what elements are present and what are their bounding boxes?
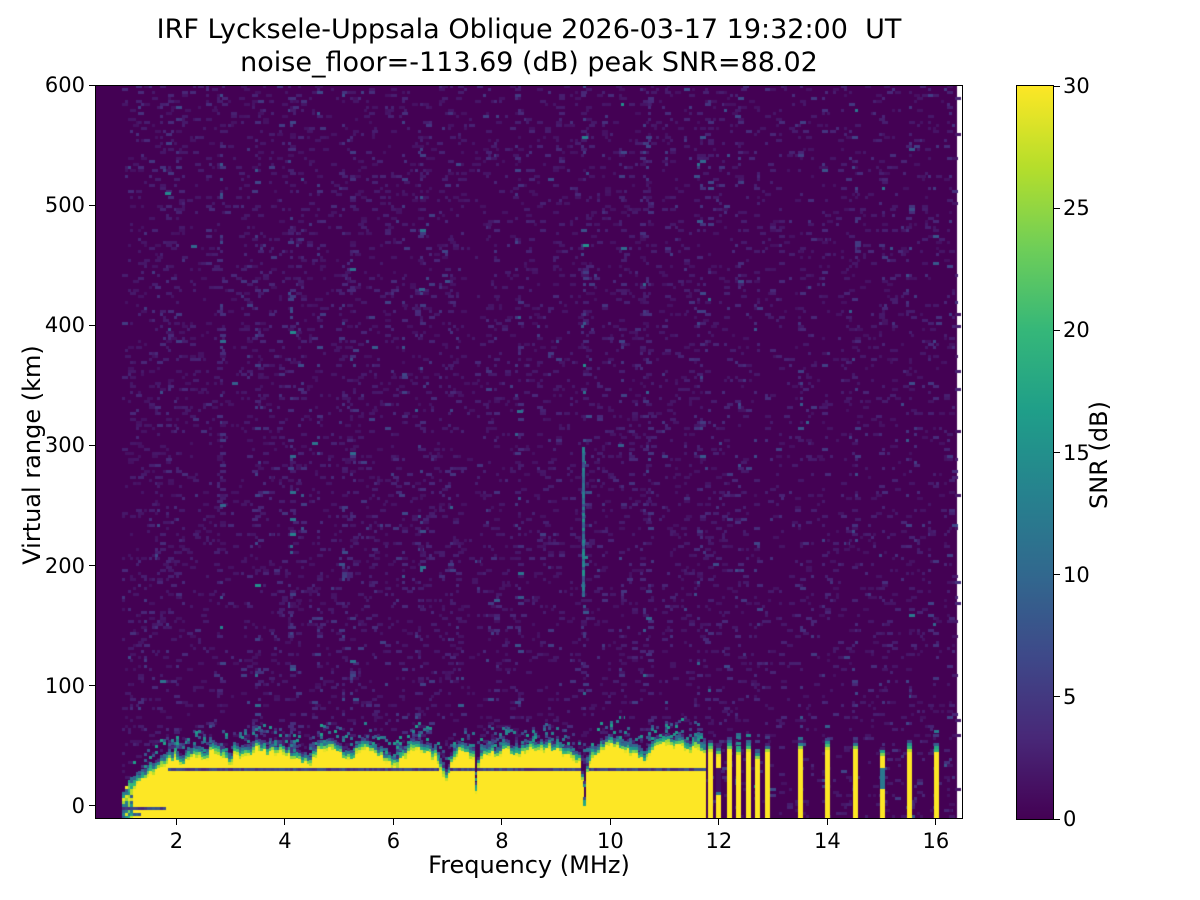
x-axis-label: Frequency (MHz) xyxy=(428,851,630,879)
colorbar-tick-label: 10 xyxy=(1063,562,1090,587)
x-tick-mark xyxy=(718,819,720,825)
x-tick-mark xyxy=(609,819,611,825)
colorbar-tick-mark xyxy=(1054,85,1060,87)
y-tick-label: 0 xyxy=(71,793,85,818)
x-tick-label: 10 xyxy=(597,829,624,853)
y-tick-label: 400 xyxy=(44,313,85,338)
x-tick-label: 12 xyxy=(705,829,733,853)
colorbar-tick-mark xyxy=(1054,574,1060,576)
colorbar-tick-label: 20 xyxy=(1063,318,1090,343)
y-tick-mark xyxy=(89,805,95,807)
x-tick-label: 6 xyxy=(386,829,401,853)
colorbar-tick-label: 25 xyxy=(1063,196,1090,221)
x-tick-mark xyxy=(935,819,937,825)
y-tick-label: 600 xyxy=(44,73,85,97)
y-tick-label: 100 xyxy=(44,673,85,698)
chart-title: IRF Lycksele-Uppsala Oblique 2026-03-17 … xyxy=(156,14,902,45)
y-tick-mark xyxy=(89,84,95,86)
colorbar-tick-label: 5 xyxy=(1063,684,1077,709)
colorbar-tick-label: 15 xyxy=(1063,440,1090,465)
x-tick-label: 2 xyxy=(169,829,184,853)
y-axis-label: Virtual range (km) xyxy=(18,345,46,565)
colorbar xyxy=(1016,85,1054,820)
colorbar-tick-label: 30 xyxy=(1063,74,1090,98)
x-tick-mark xyxy=(284,819,286,825)
x-tick-label: 16 xyxy=(922,829,950,853)
colorbar-tick-label: 0 xyxy=(1063,807,1077,831)
y-tick-mark xyxy=(89,204,95,206)
x-tick-mark xyxy=(392,819,394,825)
y-tick-mark xyxy=(89,565,95,567)
y-tick-label: 200 xyxy=(44,553,85,578)
x-tick-label: 14 xyxy=(814,829,841,853)
chart-subtitle: noise_floor=-113.69 (dB) peak SNR=88.02 xyxy=(240,47,818,78)
y-tick-mark xyxy=(89,324,95,326)
y-tick-mark xyxy=(89,685,95,687)
y-tick-label: 500 xyxy=(44,193,85,218)
colorbar-tick-mark xyxy=(1054,818,1060,820)
x-tick-mark xyxy=(501,819,503,825)
x-tick-label: 4 xyxy=(278,829,292,853)
heatmap-canvas xyxy=(95,85,963,818)
colorbar-tick-mark xyxy=(1054,452,1060,453)
y-tick-label: 300 xyxy=(44,433,85,458)
x-tick-label: 8 xyxy=(495,829,509,853)
colorbar-tick-mark xyxy=(1054,696,1060,698)
x-tick-mark xyxy=(826,819,828,825)
colorbar-label: SNR (dB) xyxy=(1085,401,1113,509)
colorbar-tick-mark xyxy=(1054,329,1060,331)
y-tick-mark xyxy=(89,444,95,446)
x-tick-mark xyxy=(175,819,177,825)
colorbar-tick-mark xyxy=(1054,207,1060,209)
